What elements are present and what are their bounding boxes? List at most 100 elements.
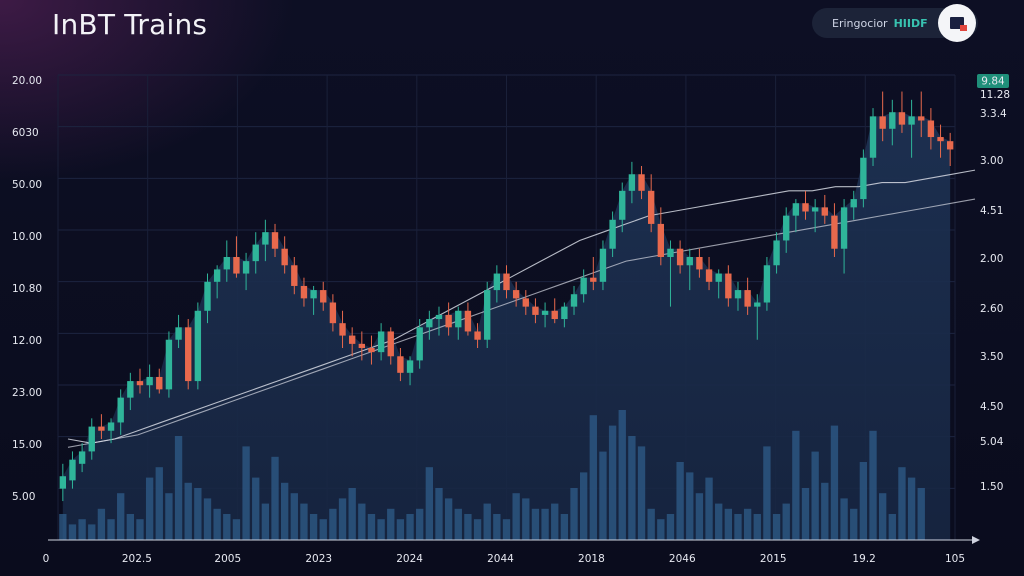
y-axis-left: 20.00 6030 50.00 10.00 10.80 12.00 23.00 15.00 5…	[12, 75, 42, 503]
candle-body	[416, 327, 423, 361]
candle-body	[156, 376, 163, 390]
ma-fast-line	[67, 169, 976, 444]
symbol-pill[interactable]: Eringocior HIIDF	[812, 4, 978, 42]
volume-bar	[850, 508, 858, 540]
candle-body	[792, 203, 800, 216]
volume-bar	[396, 519, 405, 540]
page-title: InBT Trains	[52, 8, 208, 41]
y-tick-right: 2.00	[980, 253, 1003, 265]
candle-bull	[59, 463, 67, 502]
candle-bull	[426, 310, 433, 340]
candle-bear	[98, 414, 105, 439]
price-area-fill	[62, 112, 951, 541]
volume-bar	[300, 503, 308, 540]
candle-body	[271, 232, 279, 249]
candle-bear	[657, 207, 665, 266]
y-tick-left: 6030	[12, 127, 39, 139]
candle-bear	[156, 368, 163, 394]
candle-bear	[185, 319, 192, 390]
volume-bar	[753, 514, 761, 540]
volume-bar	[126, 514, 135, 540]
avatar[interactable]	[938, 4, 976, 42]
y-tick-left: 10.00	[12, 231, 42, 243]
volume-bar	[329, 508, 337, 540]
candle-bull	[561, 302, 568, 328]
candle-bear	[946, 132, 954, 166]
candle-bull	[599, 240, 607, 291]
candle-bear	[512, 281, 520, 307]
candle-body	[107, 422, 115, 431]
volume-bar	[579, 472, 588, 540]
candle-body	[117, 397, 124, 423]
volume-bar	[280, 482, 289, 540]
candle-body	[628, 174, 636, 191]
candle-bull	[242, 252, 250, 291]
x-tick: 2044	[487, 553, 514, 565]
price-badge-text: 9.84	[981, 76, 1005, 88]
volume-bar	[608, 425, 617, 540]
candle-body	[754, 302, 761, 307]
y-tick-right: 4.51	[980, 205, 1003, 217]
volume-bar	[917, 488, 925, 540]
price-badge-box	[977, 74, 1009, 88]
volume-bar	[772, 514, 781, 540]
candle-bear	[271, 223, 279, 257]
candle-body	[252, 244, 259, 262]
y-tick-right: 4.50	[980, 401, 1003, 413]
volume-bar	[589, 415, 597, 540]
candle-bull	[869, 108, 877, 166]
candle-body	[927, 120, 935, 138]
candles	[59, 91, 954, 502]
candle-body	[406, 360, 414, 373]
x-tick: 2046	[669, 553, 696, 565]
candle-body	[387, 331, 394, 357]
volume-bar	[705, 477, 713, 540]
volume-bar	[724, 508, 733, 540]
candle-bear	[551, 298, 558, 324]
volume-bar	[840, 498, 848, 540]
candle-bear	[368, 335, 375, 365]
candle-body	[368, 348, 375, 353]
y-tick-right: 5.04	[980, 436, 1004, 448]
candle-body	[348, 335, 356, 344]
x-tick: 105	[945, 553, 965, 565]
candle-bear	[358, 331, 366, 361]
candle-bear	[387, 327, 394, 365]
y-tick-right: 3.00	[980, 155, 1003, 167]
candle-body	[725, 273, 732, 299]
volume-bar	[136, 519, 144, 540]
volume-bar	[907, 477, 916, 540]
candle-bull	[435, 306, 443, 336]
candle-body	[426, 319, 433, 328]
candle-bull	[165, 331, 173, 398]
candle-body	[811, 207, 819, 212]
candle-body	[522, 298, 529, 307]
candle-bear	[676, 240, 684, 274]
candle-bull	[262, 219, 269, 262]
candle-bull	[310, 285, 317, 315]
candle-body	[512, 290, 520, 299]
y-tick-right: 2.60	[980, 303, 1003, 315]
candle-body	[599, 248, 607, 282]
candle-bear	[329, 294, 337, 332]
candle-body	[590, 277, 597, 282]
candle-body	[551, 310, 558, 320]
candle-body	[763, 265, 771, 303]
candle-body	[69, 459, 76, 481]
volume-bar	[551, 503, 559, 540]
candle-bear	[233, 236, 240, 278]
volume-bar	[107, 519, 115, 540]
volume-bar	[338, 498, 347, 540]
candle-bull	[763, 257, 771, 311]
candle-bull	[667, 240, 674, 307]
y-axis-right: 11.28 3.3.4 3.00 4.51 2.00 2.60 3.50 4.50 5.04 1.…	[980, 89, 1010, 493]
candle-body	[889, 112, 896, 129]
volume-bar	[117, 493, 125, 540]
candle-body	[898, 112, 906, 125]
volume-bar	[792, 430, 800, 540]
candle-bull	[889, 99, 896, 146]
candle-body	[204, 281, 211, 311]
candle-bull	[78, 443, 86, 473]
volume-bar	[512, 493, 520, 540]
